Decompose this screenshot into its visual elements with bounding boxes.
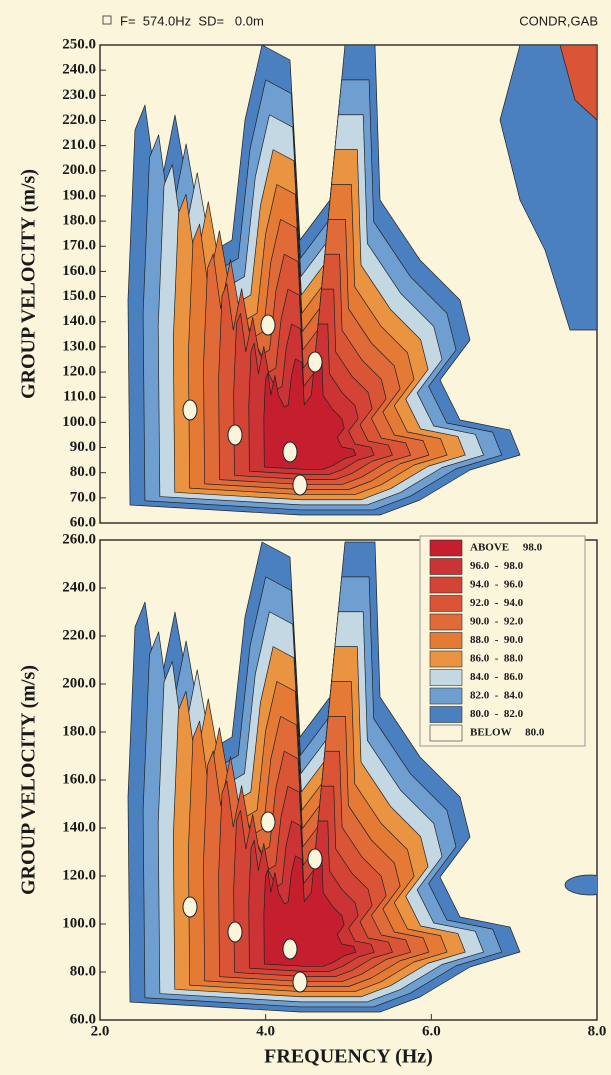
x-axis-label: FREQUENCY (Hz)	[264, 1046, 433, 1068]
y-tick-label: 180.0	[62, 723, 96, 739]
y-tick-label: 120.0	[62, 363, 96, 379]
y-tick-label: 190.0	[62, 187, 96, 203]
legend-label: 84.0 - 86.0	[470, 671, 524, 683]
legend-swatch	[429, 724, 463, 742]
y-tick-label: 110.0	[63, 389, 96, 405]
y-tick-label: 90.0	[70, 439, 96, 455]
header-box	[102, 15, 112, 25]
legend-swatch	[429, 632, 463, 649]
y-tick-label: 170.0	[62, 238, 96, 254]
y-tick-label: 200.0	[62, 162, 96, 178]
legend-label: BELOW 80.0	[470, 727, 545, 739]
contour-hole	[292, 971, 308, 993]
x-tick-label: 6.0	[422, 1023, 441, 1039]
contour-region	[559, 45, 597, 121]
y-tick-label: 130.0	[62, 338, 96, 354]
y-tick-label: 60.0	[70, 514, 96, 530]
y-tick-label: 150.0	[62, 288, 96, 304]
x-tick-label: 2.0	[91, 1023, 110, 1039]
y-tick-label: 200.0	[62, 675, 96, 691]
y-tick-label: 120.0	[62, 867, 96, 883]
header-tag: CONDR,GAB	[519, 13, 598, 28]
legend-label: 92.0 - 94.0	[470, 597, 524, 609]
legend-label: ABOVE 98.0	[470, 542, 543, 554]
legend-label: 90.0 - 92.0	[470, 616, 524, 628]
legend-swatch	[429, 558, 463, 575]
legend-swatch	[429, 576, 463, 594]
y-tick-label: 210.0	[62, 137, 96, 153]
legend-swatch	[429, 669, 463, 686]
contour-hole	[260, 314, 276, 336]
contour-hole	[292, 474, 308, 496]
y-tick-label: 140.0	[62, 313, 96, 329]
y-tick-label: 100.0	[62, 915, 96, 931]
legend-label: 86.0 - 88.0	[470, 653, 524, 665]
legend-label: 94.0 - 96.0	[470, 579, 524, 591]
contour-region	[564, 874, 597, 896]
y-tick-label: 230.0	[62, 87, 96, 103]
legend-swatch	[429, 687, 463, 705]
legend-swatch	[429, 539, 463, 557]
x-tick-label: 4.0	[256, 1023, 275, 1039]
contour-region	[499, 45, 597, 331]
legend-label: 96.0 - 98.0	[470, 560, 524, 572]
y-tick-label: 160.0	[62, 263, 96, 279]
contours	[127, 541, 597, 1013]
y-tick-label: 220.0	[62, 112, 96, 128]
legend-swatch	[429, 613, 463, 631]
y-tick-label: 80.0	[70, 464, 96, 480]
contour-hole	[307, 848, 323, 870]
y-axis-label: GROUP VELOCITY (m/s)	[18, 665, 40, 895]
y-tick-label: 240.0	[62, 579, 96, 595]
contour-hole	[182, 399, 198, 421]
y-axis-label: GROUP VELOCITY (m/s)	[18, 169, 40, 399]
contour-hole	[282, 938, 298, 960]
contour-hole	[260, 811, 276, 833]
contour-hole	[307, 351, 323, 373]
legend-label: 88.0 - 90.0	[470, 634, 524, 646]
y-tick-label: 70.0	[70, 489, 96, 505]
y-tick-label: 140.0	[62, 819, 96, 835]
legend-label: 80.0 - 82.0	[470, 708, 524, 720]
y-tick-label: 240.0	[62, 62, 96, 78]
y-tick-label: 220.0	[62, 627, 96, 643]
contour-hole	[227, 921, 243, 943]
legend-swatch	[429, 650, 463, 668]
y-tick-label: 60.0	[70, 1011, 96, 1027]
contour-hole	[282, 441, 298, 463]
y-tick-label: 80.0	[70, 963, 96, 979]
contour-hole	[182, 896, 198, 918]
legend-swatch	[429, 706, 463, 723]
y-tick-label: 160.0	[62, 771, 96, 787]
y-tick-label: 250.0	[62, 36, 96, 52]
legend-label: 82.0 - 84.0	[470, 690, 524, 702]
header-info: F= 574.0Hz SD= 0.0m	[120, 13, 264, 28]
y-tick-label: 260.0	[62, 531, 96, 547]
x-tick-label: 8.0	[588, 1023, 607, 1039]
contour-hole	[227, 424, 243, 446]
y-tick-label: 180.0	[62, 213, 96, 229]
legend-swatch	[429, 595, 463, 612]
y-tick-label: 100.0	[62, 414, 96, 430]
contours	[127, 45, 597, 516]
